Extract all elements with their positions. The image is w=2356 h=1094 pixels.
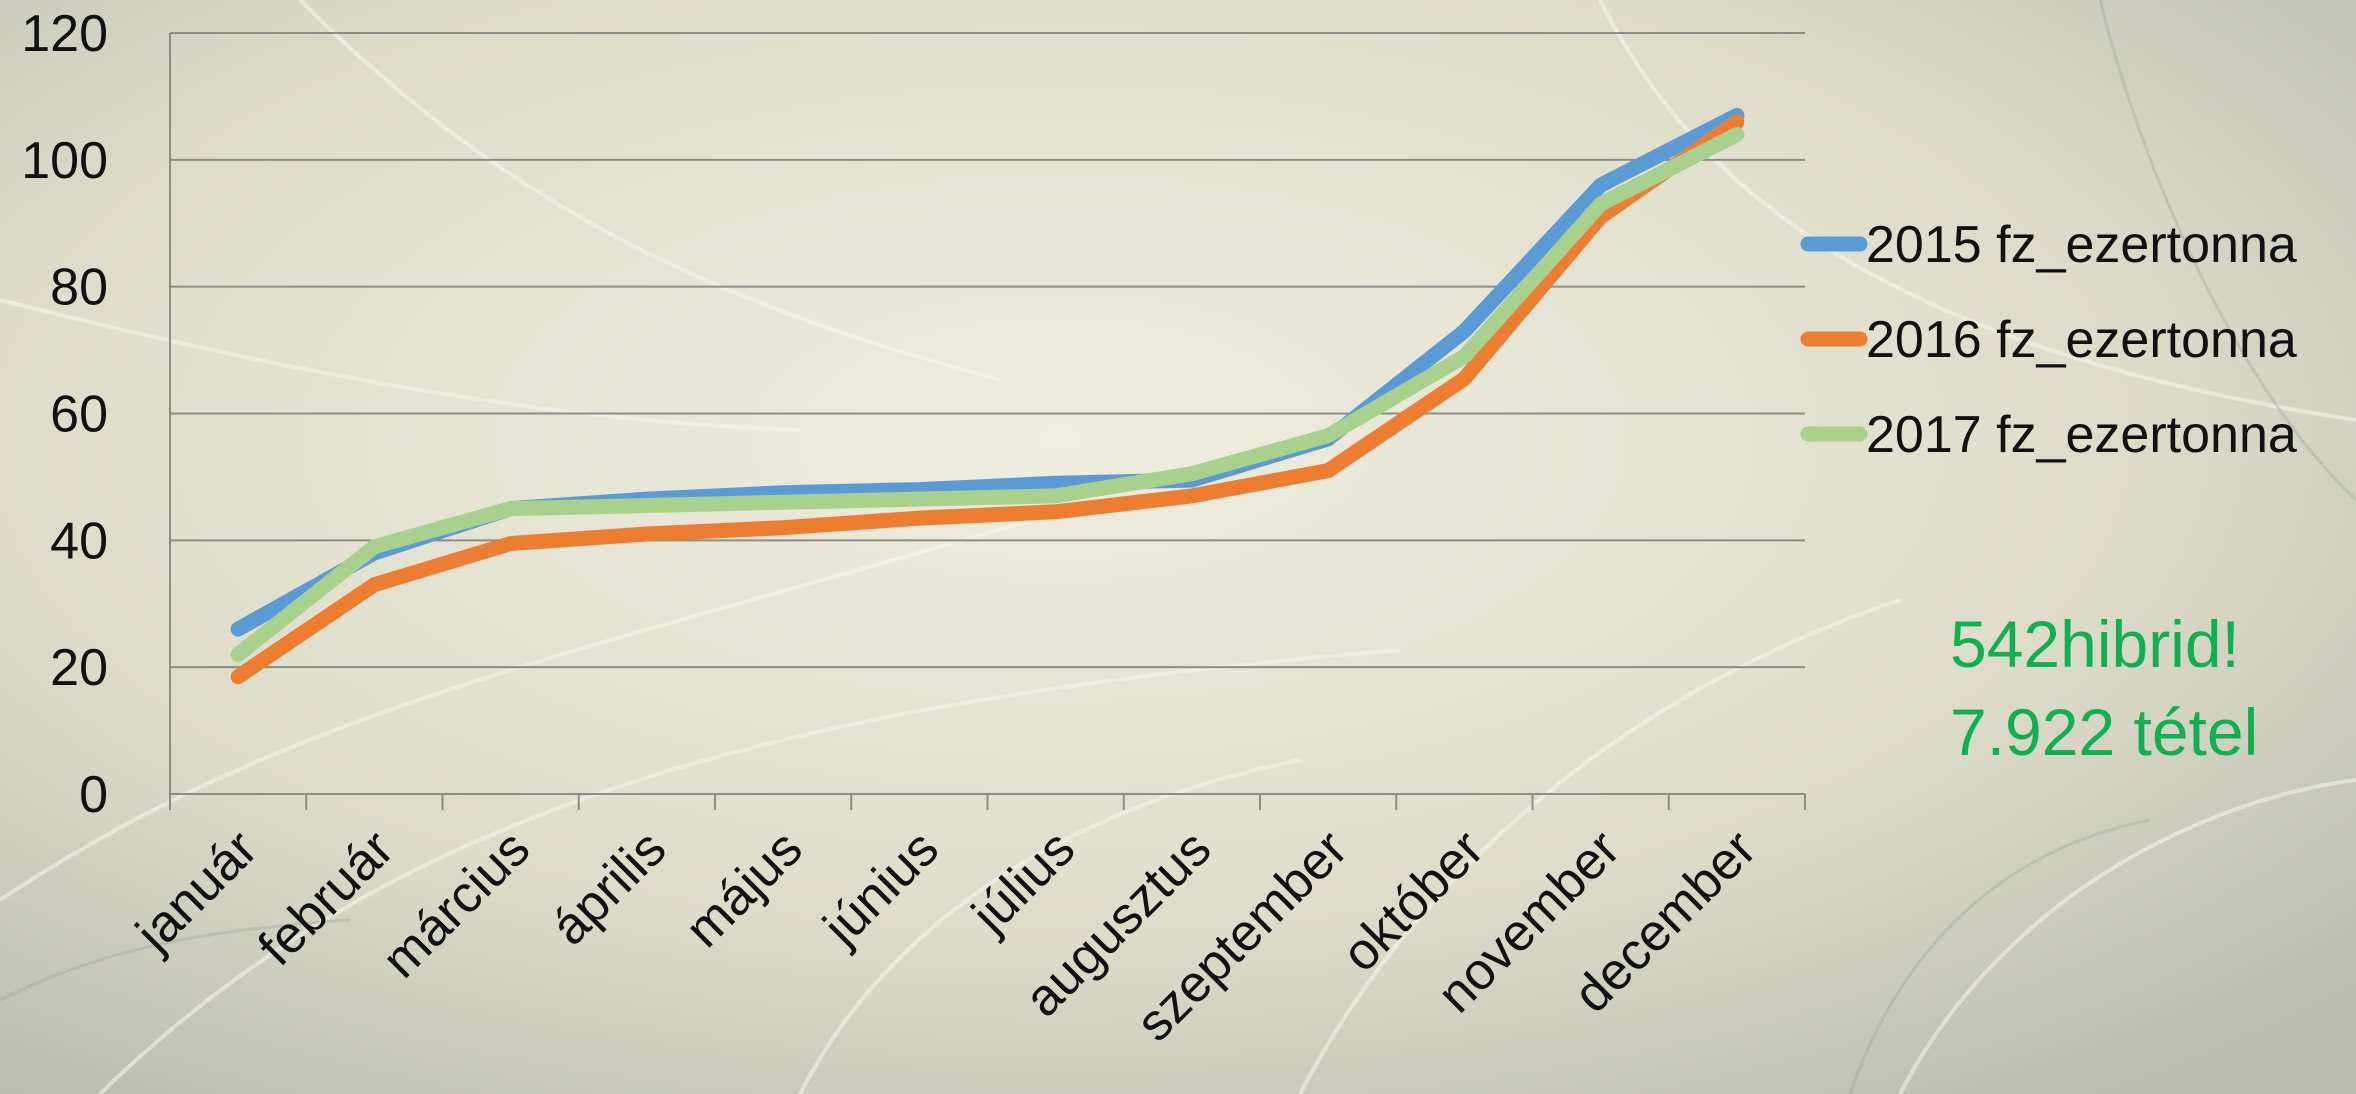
x-tick-label: július	[960, 819, 1086, 945]
y-tick-label: 80	[50, 259, 108, 317]
y-tick-label: 20	[50, 639, 108, 697]
series-line	[230, 114, 1745, 685]
y-tick-label: 100	[21, 132, 108, 190]
series-lines	[230, 107, 1745, 685]
y-tick-label: 40	[50, 512, 108, 570]
x-tick-label: március	[371, 819, 541, 989]
gridlines	[170, 32, 1805, 669]
legend-label: 2016 fz_ezertonna	[1866, 311, 2297, 369]
axes	[169, 33, 1806, 810]
series-line	[230, 127, 1745, 662]
annotation-box: 542hibrid! 7.922 tétel	[1950, 600, 2258, 776]
annotation-line-1: 542hibrid!	[1950, 607, 2240, 681]
legend-label: 2017 fz_ezertonna	[1866, 406, 2297, 464]
x-tick-label: május	[675, 819, 814, 958]
annotation-line-2: 7.922 tétel	[1950, 695, 2259, 769]
x-tick-label: április	[540, 819, 677, 956]
y-tick-label: 0	[79, 766, 108, 824]
y-tick-label: 60	[50, 386, 108, 444]
legend-label: 2015 fz_ezertonna	[1866, 216, 2297, 274]
y-tick-label: 120	[21, 5, 108, 63]
y-axis-ticks: 0 20 40 60 80 100 120	[21, 5, 108, 824]
legend: 2015 fz_ezertonna 2016 fz_ezertonna 2017 f…	[1800, 216, 2297, 464]
x-tick-label: június	[811, 819, 950, 958]
x-tick-label: január	[124, 819, 269, 964]
